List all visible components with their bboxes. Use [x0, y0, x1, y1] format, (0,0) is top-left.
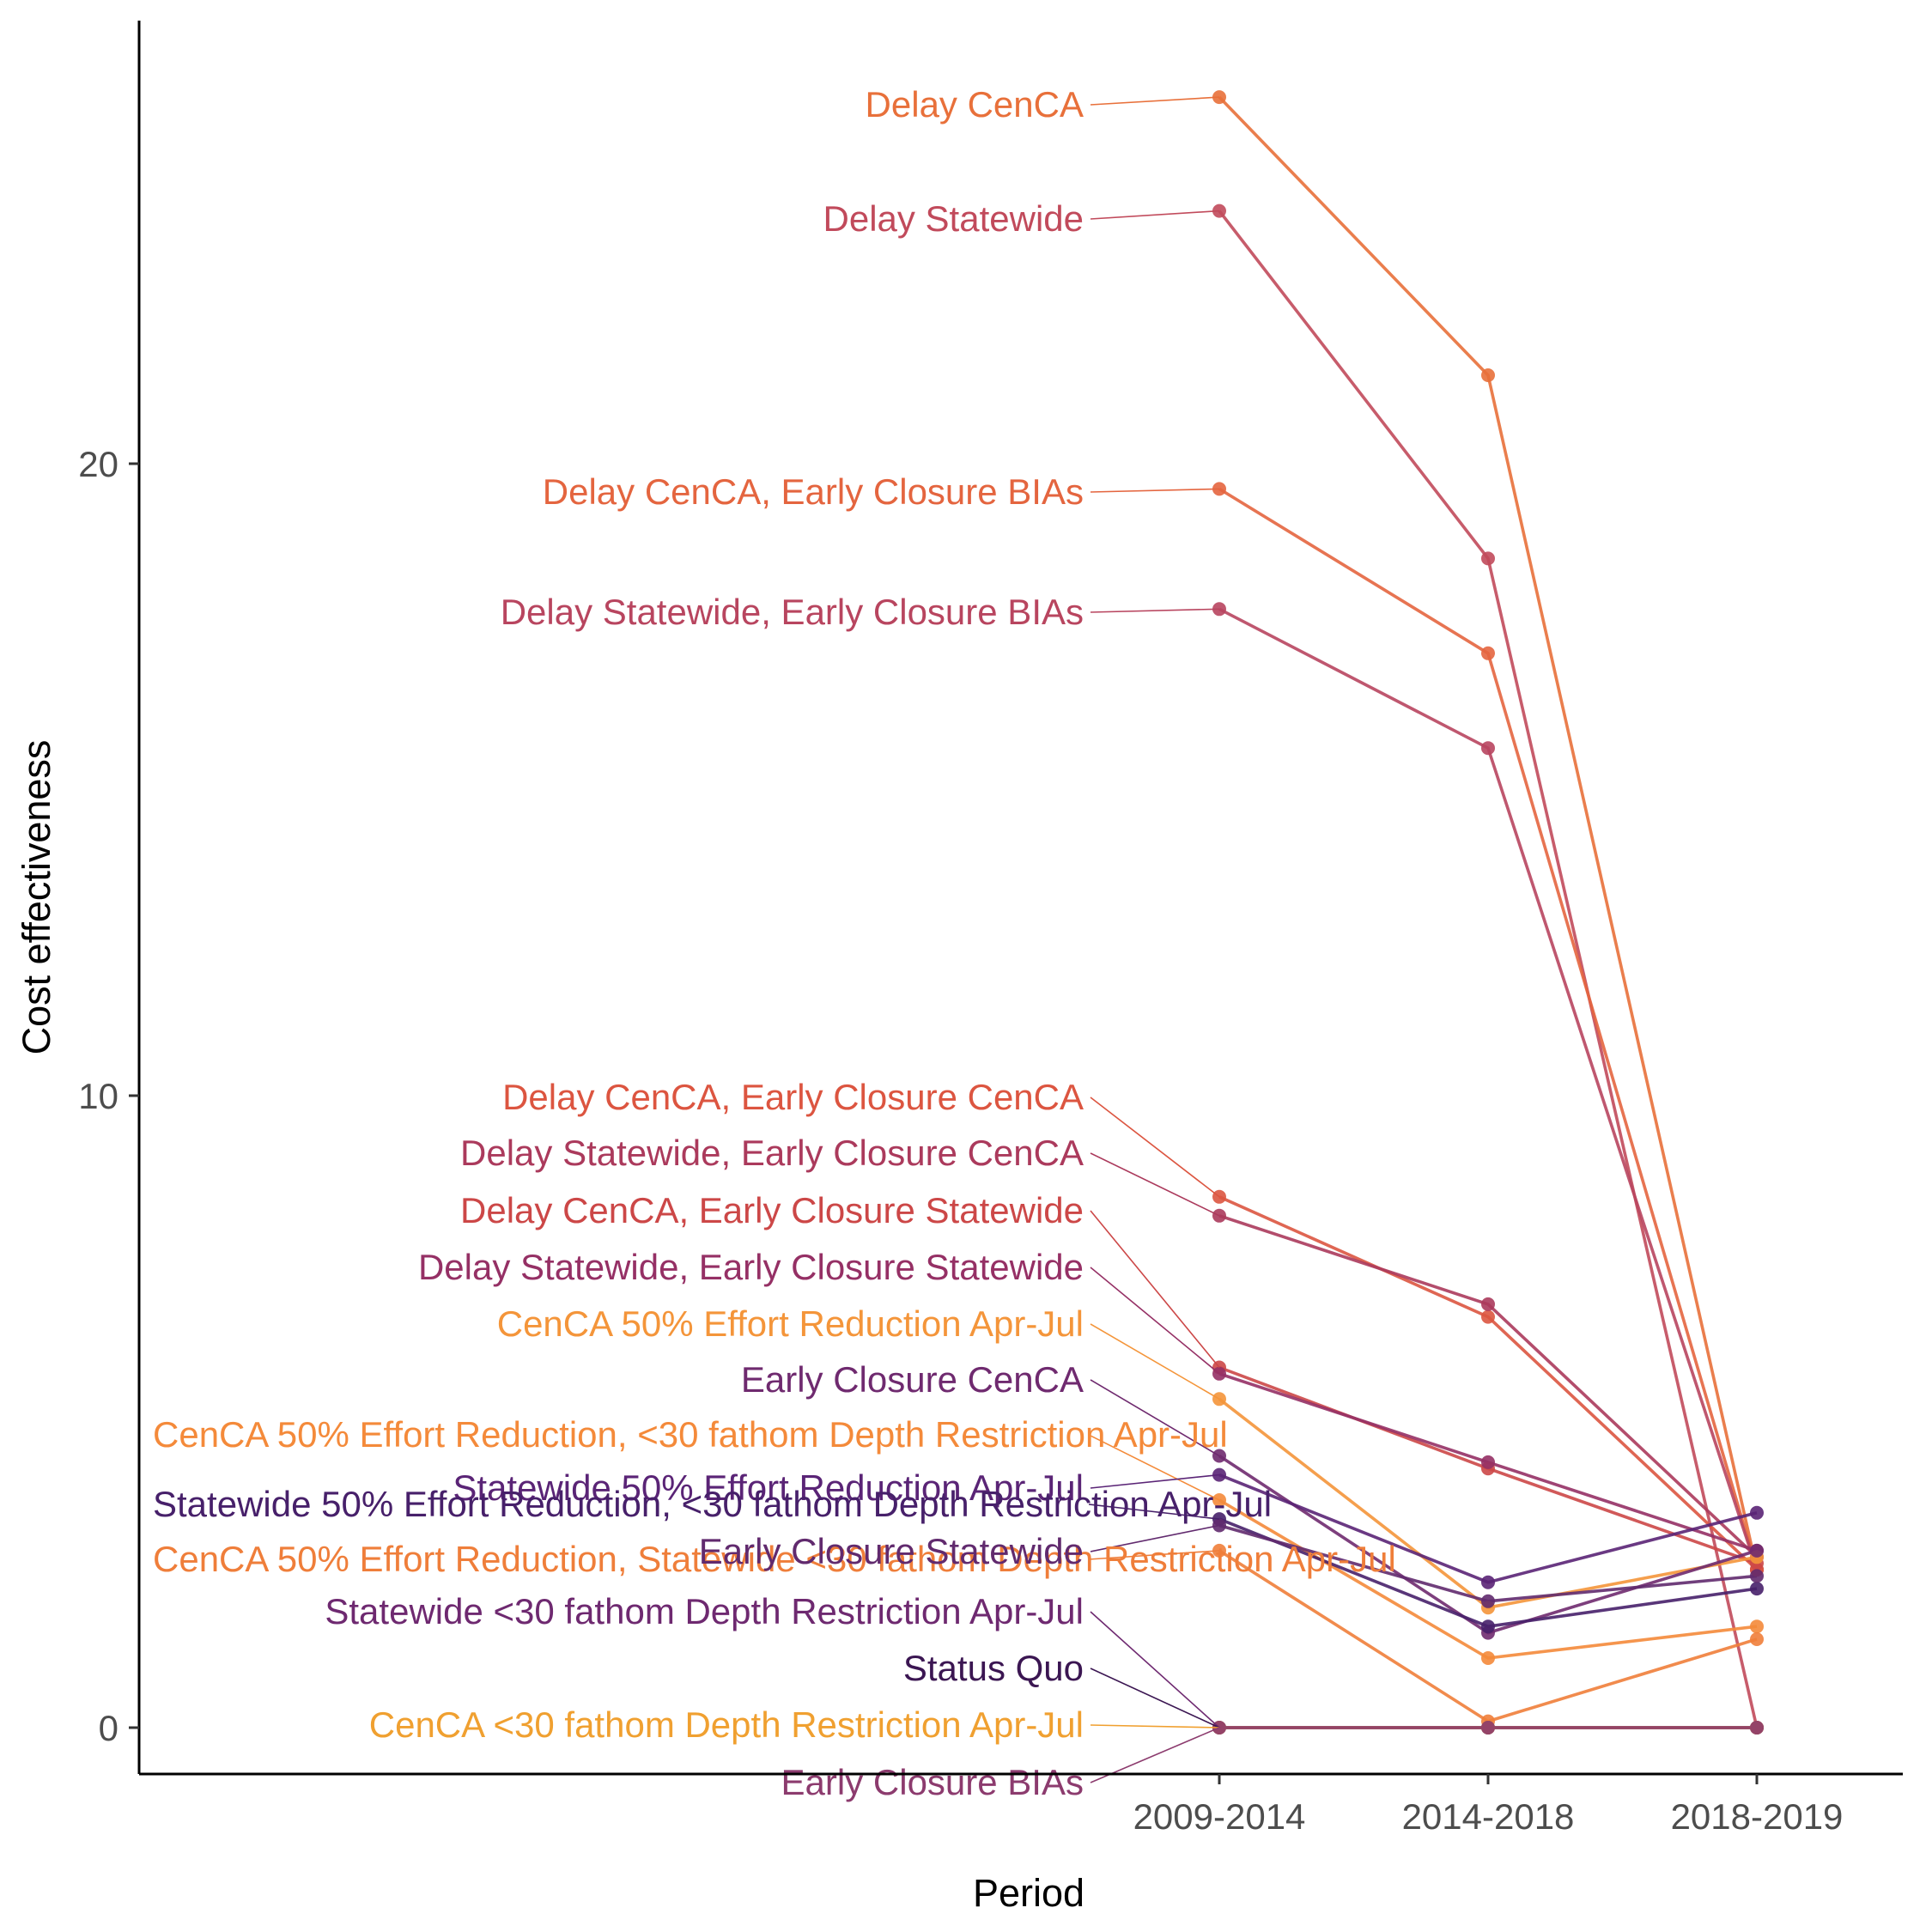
y-tick-label-20: 20: [78, 444, 118, 484]
data-point-delay-statewide-early-closure-statewide-2014-2018: [1481, 1455, 1495, 1469]
series-label-statewide-50-effort-reduction-apr-jul: Statewide 50% Effort Reduction Apr-Jul: [453, 1467, 1084, 1508]
series-label-delay-statewide: Delay Statewide: [823, 198, 1084, 239]
y-tick-label-10: 10: [78, 1076, 118, 1116]
label-connector-cenca-50-effort-reduction-apr-jul: [1090, 1323, 1220, 1400]
label-connector-delay-cenca-early-closure-bias: [1090, 488, 1220, 493]
series-labels: Delay CenCA Delay Statewide Delay CenCA, E…: [153, 84, 1396, 1802]
label-connector-cenca-50-effort-reduction-30-fathom-depth-restriction-apr-jul: [1088, 1434, 1220, 1501]
series-label-status-quo: Status Quo: [903, 1648, 1084, 1688]
data-point-delay-cenca-2014-2018: [1481, 368, 1495, 382]
series-label-statewide-30-fathom-depth-restriction-apr-jul: Statewide <30 fathom Depth Restriction A…: [325, 1591, 1084, 1631]
series-label-statewide-50-effort-reduction-30-fathom-depth-restriction-apr-jul: Statewide 50% Effort Reduction, <30 fath…: [153, 1484, 1272, 1524]
label-connector-delay-statewide-early-closure-statewide: [1090, 1267, 1220, 1375]
series-label-delay-statewide-early-closure-statewide: Delay Statewide, Early Closure Statewide: [418, 1247, 1084, 1287]
label-connector-delay-cenca-early-closure-cenca: [1090, 1097, 1220, 1198]
label-connector-cenca-50-effort-reduction-statewide-30-fathom-depth-restriction-apr-jul: [1088, 1550, 1220, 1560]
data-point-early-closure-bias-2014-2018: [1481, 1721, 1495, 1735]
series-label-delay-cenca-early-closure-bias: Delay CenCA, Early Closure BIAs: [543, 471, 1084, 512]
data-point-delay-cenca-early-closure-bias-2014-2018: [1481, 646, 1495, 660]
x-axis-ticks: 2009-2014 2014-2018 2018-2019: [1133, 1774, 1844, 1837]
data-point-early-closure-statewide-2014-2018: [1481, 1594, 1495, 1608]
data-point-delay-statewide-early-closure-bias-2014-2018: [1481, 741, 1495, 756]
x-tick-label-2018-2019: 2018-2019: [1671, 1796, 1844, 1837]
data-point-delay-cenca-early-closure-cenca-2014-2018: [1481, 1309, 1495, 1324]
x-tick-label-2009-2014: 2009-2014: [1133, 1796, 1306, 1837]
label-connector-statewide-50-effort-reduction-apr-jul: [1090, 1473, 1220, 1489]
series-label-early-closure-cenca: Early Closure CenCA: [741, 1359, 1084, 1400]
data-point-early-closure-statewide-2018-2019: [1750, 1569, 1764, 1583]
label-connector-early-closure-statewide: [1090, 1524, 1220, 1552]
y-axis-ticks: 0 10 20: [78, 444, 139, 1748]
label-connector-status-quo: [1090, 1668, 1220, 1728]
data-point-cenca-50-effort-reduction-statewide-30-fathom-depth-restriction-apr-jul-2018-2019: [1750, 1632, 1764, 1646]
series-label-cenca-50-effort-reduction-30-fathom-depth-restriction-apr-jul: CenCA 50% Effort Reduction, <30 fathom D…: [153, 1414, 1228, 1455]
y-axis-title: Cost effectiveness: [15, 740, 58, 1055]
series-label-cenca-50-effort-reduction-apr-jul: CenCA 50% Effort Reduction Apr-Jul: [497, 1303, 1084, 1344]
series-label-cenca-30-fathom-depth-restriction-apr-jul: CenCA <30 fathom Depth Restriction Apr-J…: [369, 1704, 1084, 1745]
data-point-cenca-50-effort-reduction-30-fathom-depth-restriction-apr-jul-2014-2018: [1481, 1651, 1495, 1665]
label-connector-statewide-50-effort-reduction-30-fathom-depth-restriction-apr-jul: [1088, 1504, 1220, 1520]
series-label-delay-statewide-early-closure-bias: Delay Statewide, Early Closure BIAs: [501, 592, 1084, 632]
label-connector-delay-cenca-early-closure-statewide: [1090, 1210, 1220, 1369]
series-label-early-closure-statewide: Early Closure Statewide: [699, 1531, 1084, 1571]
series-points: [1212, 90, 1764, 1735]
series-label-delay-cenca-early-closure-cenca: Delay CenCA, Early Closure CenCA: [502, 1077, 1084, 1117]
series-line-delay-cenca: [1218, 95, 1759, 1571]
y-tick-label-0: 0: [99, 1708, 118, 1748]
data-point-delay-statewide-early-closure-cenca-2014-2018: [1481, 1297, 1495, 1311]
data-point-statewide-50-effort-reduction-apr-jul-2014-2018: [1481, 1575, 1495, 1589]
series-label-delay-cenca: Delay CenCA: [866, 84, 1084, 125]
data-point-delay-statewide-2014-2018: [1481, 551, 1495, 566]
data-point-statewide-50-effort-reduction-30-fathom-depth-restriction-apr-jul-2014-2018: [1481, 1619, 1495, 1634]
data-point-statewide-50-effort-reduction-30-fathom-depth-restriction-apr-jul-2018-2019: [1750, 1582, 1764, 1596]
series-label-delay-cenca-early-closure-statewide: Delay CenCA, Early Closure Statewide: [460, 1190, 1084, 1230]
label-connector-delay-statewide: [1090, 210, 1220, 220]
series-line-delay-statewide: [1218, 210, 1759, 1728]
label-connector-delay-statewide-early-closure-bias: [1090, 608, 1220, 613]
data-point-statewide-50-effort-reduction-apr-jul-2018-2019: [1750, 1505, 1764, 1520]
data-point-early-closure-cenca-2018-2019: [1750, 1543, 1764, 1558]
series-lines: [1218, 95, 1759, 1729]
label-connector-cenca-30-fathom-depth-restriction-apr-jul: [1090, 1724, 1220, 1728]
data-point-early-closure-bias-2018-2019: [1750, 1721, 1764, 1735]
data-point-cenca-50-effort-reduction-30-fathom-depth-restriction-apr-jul-2018-2019: [1750, 1619, 1764, 1634]
series-label-cenca-50-effort-reduction-statewide-30-fathom-depth-restriction-apr-jul: CenCA 50% Effort Reduction, Statewide <3…: [153, 1539, 1396, 1579]
series-label-early-closure-bias: Early Closure BIAs: [781, 1762, 1084, 1802]
label-connector-early-closure-cenca: [1090, 1379, 1220, 1457]
series-label-delay-statewide-early-closure-cenca: Delay Statewide, Early Closure CenCA: [460, 1133, 1084, 1173]
label-connectors: [1088, 96, 1220, 1783]
label-connector-statewide-30-fathom-depth-restriction-apr-jul: [1090, 1611, 1220, 1728]
x-axis-title: Period: [973, 1871, 1084, 1915]
label-connector-delay-statewide-early-closure-cenca: [1090, 1152, 1220, 1217]
label-connector-delay-cenca: [1090, 96, 1220, 106]
x-tick-label-2014-2018: 2014-2018: [1402, 1796, 1575, 1837]
